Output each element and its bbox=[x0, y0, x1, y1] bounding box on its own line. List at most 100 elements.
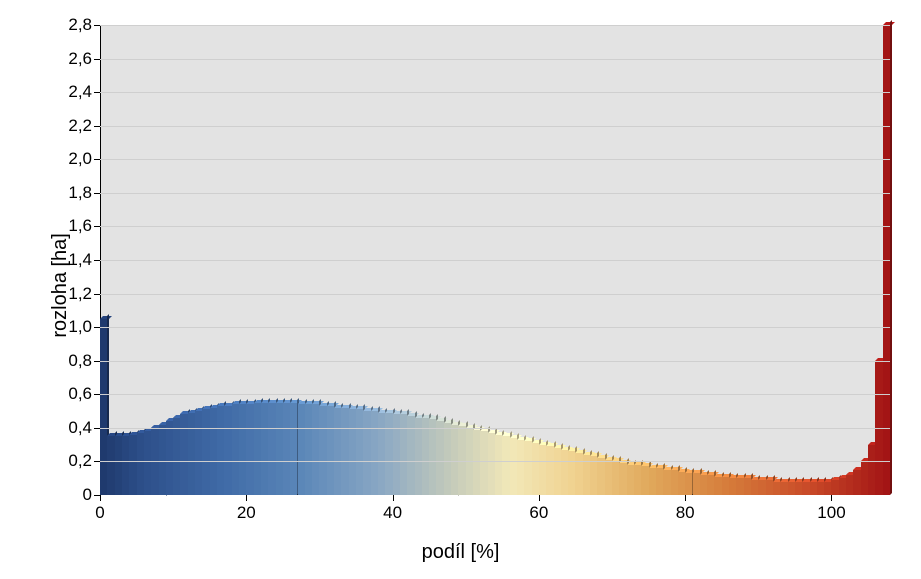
bar bbox=[839, 478, 846, 495]
xtick-mark bbox=[393, 495, 394, 501]
bar bbox=[436, 421, 443, 495]
gridline-h bbox=[100, 327, 890, 328]
bar bbox=[627, 465, 634, 495]
xtick-mark bbox=[100, 495, 101, 501]
bar bbox=[546, 446, 553, 495]
bar bbox=[685, 473, 692, 495]
bar bbox=[415, 418, 422, 495]
bar bbox=[115, 436, 122, 495]
bar bbox=[363, 411, 370, 495]
gridline-h bbox=[100, 126, 890, 127]
bar bbox=[693, 473, 700, 495]
bar bbox=[824, 482, 831, 495]
ytick-label: 2,6 bbox=[52, 49, 92, 69]
bar bbox=[159, 425, 166, 496]
ytick-mark bbox=[94, 260, 100, 261]
bar bbox=[298, 404, 305, 495]
ytick-label: 1,6 bbox=[52, 216, 92, 236]
xtick-label: 80 bbox=[676, 503, 695, 523]
bar bbox=[283, 403, 290, 495]
bar bbox=[422, 418, 429, 495]
ytick-mark bbox=[94, 428, 100, 429]
bar bbox=[166, 421, 173, 495]
bar bbox=[100, 319, 107, 495]
ytick-label: 1,0 bbox=[52, 317, 92, 337]
bar bbox=[649, 468, 656, 495]
ytick-label: 0,4 bbox=[52, 418, 92, 438]
plot-area: 00,20,40,60,81,01,21,41,61,82,02,22,42,6… bbox=[100, 25, 890, 495]
xtick-mark bbox=[539, 495, 540, 501]
bar bbox=[290, 403, 297, 495]
bar bbox=[817, 482, 824, 495]
bar bbox=[722, 477, 729, 495]
xtick-label: 60 bbox=[529, 503, 548, 523]
ytick-mark bbox=[94, 294, 100, 295]
ytick-label: 2,4 bbox=[52, 82, 92, 102]
ytick-label: 0,6 bbox=[52, 384, 92, 404]
bar bbox=[539, 445, 546, 495]
bar bbox=[393, 414, 400, 495]
bar bbox=[173, 418, 180, 495]
gridline-h bbox=[100, 59, 890, 60]
bar bbox=[868, 445, 875, 495]
bar bbox=[129, 435, 136, 495]
bar bbox=[122, 436, 129, 495]
bar bbox=[619, 463, 626, 495]
bar bbox=[641, 466, 648, 495]
ytick-label: 1,8 bbox=[52, 183, 92, 203]
bar bbox=[831, 480, 838, 495]
bar bbox=[202, 409, 209, 495]
xtick-mark bbox=[685, 495, 686, 501]
bar bbox=[137, 433, 144, 495]
bar bbox=[700, 475, 707, 495]
bar bbox=[802, 482, 809, 495]
bar bbox=[451, 425, 458, 496]
bar bbox=[502, 436, 509, 495]
ytick-mark bbox=[94, 361, 100, 362]
bar bbox=[444, 423, 451, 495]
bar bbox=[656, 468, 663, 495]
bar bbox=[568, 451, 575, 495]
bar bbox=[788, 482, 795, 495]
bar bbox=[268, 403, 275, 495]
bar bbox=[729, 478, 736, 495]
bar bbox=[312, 404, 319, 495]
bar bbox=[810, 482, 817, 495]
bar bbox=[400, 414, 407, 495]
bar bbox=[671, 470, 678, 495]
gridline-h bbox=[100, 361, 890, 362]
xtick-label: 100 bbox=[817, 503, 845, 523]
bar bbox=[736, 478, 743, 495]
xtick-label: 40 bbox=[383, 503, 402, 523]
bar bbox=[773, 482, 780, 495]
bar bbox=[554, 448, 561, 495]
bar bbox=[429, 419, 436, 495]
gridline-h bbox=[100, 193, 890, 194]
bar bbox=[210, 408, 217, 495]
bar bbox=[561, 450, 568, 495]
bar bbox=[385, 413, 392, 495]
bar bbox=[663, 470, 670, 495]
gridline-h bbox=[100, 428, 890, 429]
bar bbox=[861, 461, 868, 495]
bar bbox=[853, 470, 860, 495]
bar bbox=[224, 406, 231, 495]
bar bbox=[180, 414, 187, 495]
bar bbox=[795, 482, 802, 495]
ytick-mark bbox=[94, 193, 100, 194]
bar bbox=[341, 408, 348, 495]
bar bbox=[766, 480, 773, 495]
ytick-label: 0,8 bbox=[52, 351, 92, 371]
xtick-mark bbox=[831, 495, 832, 501]
bar bbox=[597, 458, 604, 495]
bar bbox=[107, 436, 114, 495]
bar bbox=[334, 408, 341, 495]
ytick-label: 1,4 bbox=[52, 250, 92, 270]
xtick-mark bbox=[246, 495, 247, 501]
gridline-h bbox=[100, 226, 890, 227]
bar bbox=[239, 404, 246, 495]
ytick-label: 1,2 bbox=[52, 284, 92, 304]
bar bbox=[751, 480, 758, 495]
x-axis-label: podíl [%] bbox=[422, 541, 500, 564]
bar bbox=[276, 403, 283, 495]
